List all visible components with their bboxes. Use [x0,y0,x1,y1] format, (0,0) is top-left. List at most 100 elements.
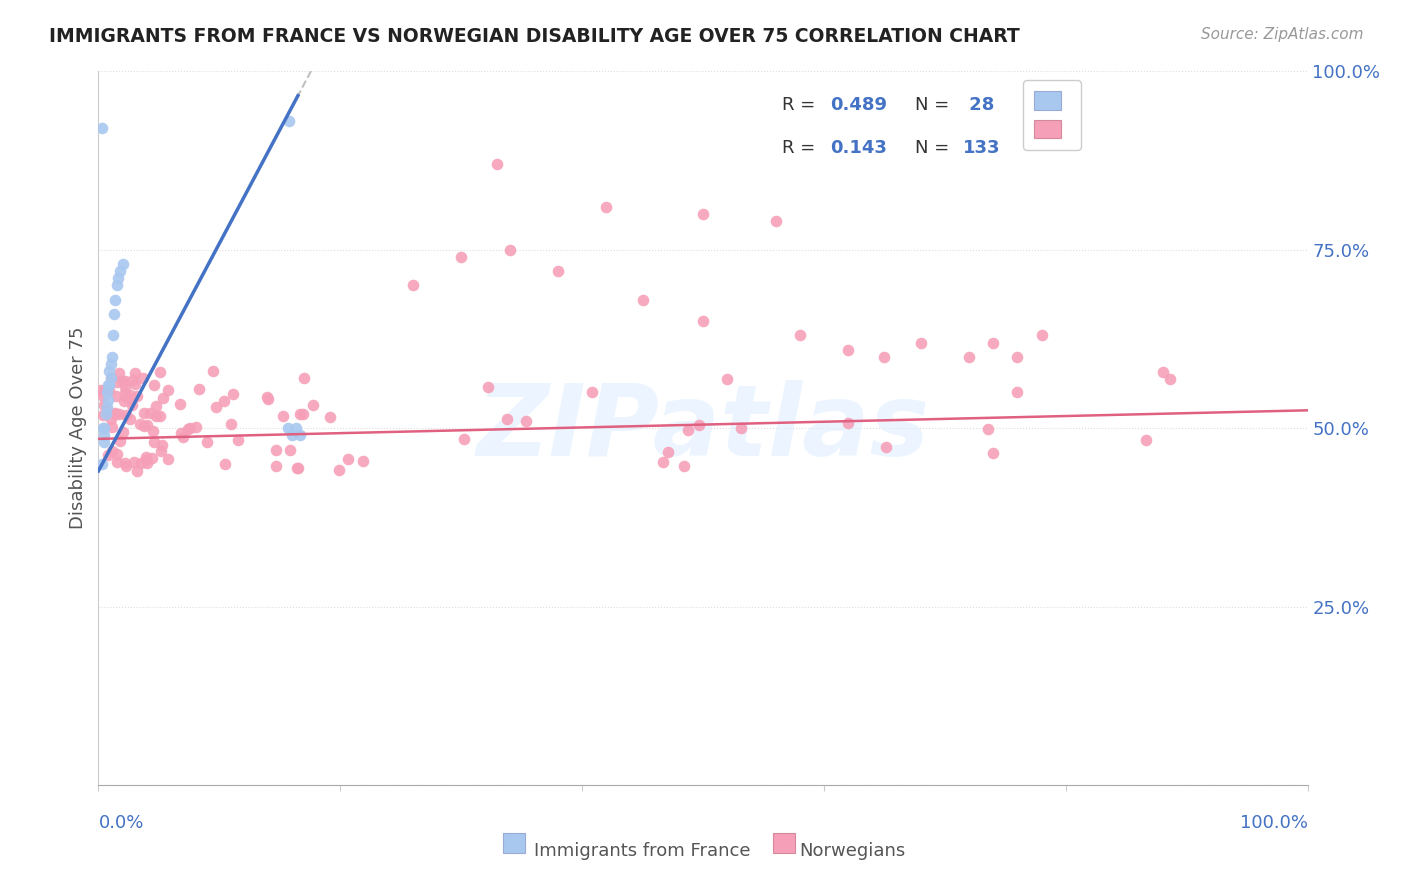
Point [1031,328,1053,343]
Point [90,384,112,398]
Point [107,407,129,421]
Point [1005,384,1028,399]
Point [104,293,127,307]
Point [93,398,115,412]
Point [111,374,134,388]
Point [1152,365,1174,379]
Point [172,430,194,444]
Point [103,307,125,321]
Point [97,378,120,392]
Point [100,371,122,385]
Point [105,278,128,293]
Point [157,451,180,466]
Point [264,443,287,458]
Point [152,391,174,405]
Point [134,406,156,420]
Text: Source: ZipAtlas.com: Source: ZipAtlas.com [1201,27,1364,42]
Text: N =: N = [915,96,955,114]
Point [112,394,135,409]
Point [581,385,603,400]
Point [222,387,245,401]
Point [301,398,323,412]
Point [107,366,129,380]
Point [328,463,350,477]
Point [121,397,143,411]
Point [114,459,136,474]
Text: N =: N = [915,139,955,157]
Point [402,278,425,293]
Point [145,409,167,423]
Point [214,458,236,472]
Point [264,459,287,474]
Point [104,406,127,420]
Point [1007,350,1029,364]
Legend: , : , [1024,80,1081,150]
Point [595,200,617,214]
Point [837,416,859,430]
Text: 0.0%: 0.0% [98,814,143,831]
Point [98,378,121,392]
Point [135,418,157,433]
Point [205,401,228,415]
Point [114,456,136,470]
Text: R =: R = [782,139,821,157]
Point [278,443,301,458]
Point [91,121,114,136]
Point [142,378,165,392]
Point [96,385,118,400]
Point [450,250,472,264]
Point [910,335,932,350]
Point [93,435,115,450]
Point [149,409,172,424]
Point [150,438,173,452]
Point [631,293,654,307]
Point [284,421,307,435]
Y-axis label: Disability Age Over 75: Disability Age Over 75 [69,326,87,530]
Point [132,371,155,385]
Point [184,420,207,434]
Text: IMMIGRANTS FROM FRANCE VS NORWEGIAN DISABILITY AGE OVER 75 CORRELATION CHART: IMMIGRANTS FROM FRANCE VS NORWEGIAN DISA… [49,27,1019,45]
Point [127,464,149,478]
Text: 0.489: 0.489 [830,96,887,114]
Text: 133: 133 [963,139,1001,157]
Point [281,428,304,442]
Point [278,114,301,128]
Point [135,453,157,467]
Point [169,397,191,411]
Point [195,435,218,450]
Point [290,407,312,421]
Point [981,335,1004,350]
Point [91,457,114,471]
Point [93,428,115,442]
Point [105,455,128,469]
Point [337,451,360,466]
Point [101,443,124,458]
Point [100,357,122,371]
Point [692,207,714,221]
Point [875,441,897,455]
Point [97,404,120,418]
Point [115,408,138,422]
Point [1159,372,1181,386]
Point [692,314,714,328]
Point [1135,433,1157,447]
Point [107,271,129,285]
Point [104,389,127,403]
Point [100,371,122,385]
Point [221,417,243,431]
Point [292,371,315,385]
Point [287,460,309,475]
Text: 100.0%: 100.0% [1240,814,1308,831]
Point [188,382,211,396]
Point [128,417,150,432]
Point [292,408,315,422]
Point [108,434,131,449]
Point [277,421,299,435]
Point [108,264,131,278]
Text: 0.143: 0.143 [830,139,887,157]
Point [111,257,134,271]
Point [132,419,155,434]
Point [111,425,134,439]
Point [789,328,811,343]
Point [730,421,752,435]
